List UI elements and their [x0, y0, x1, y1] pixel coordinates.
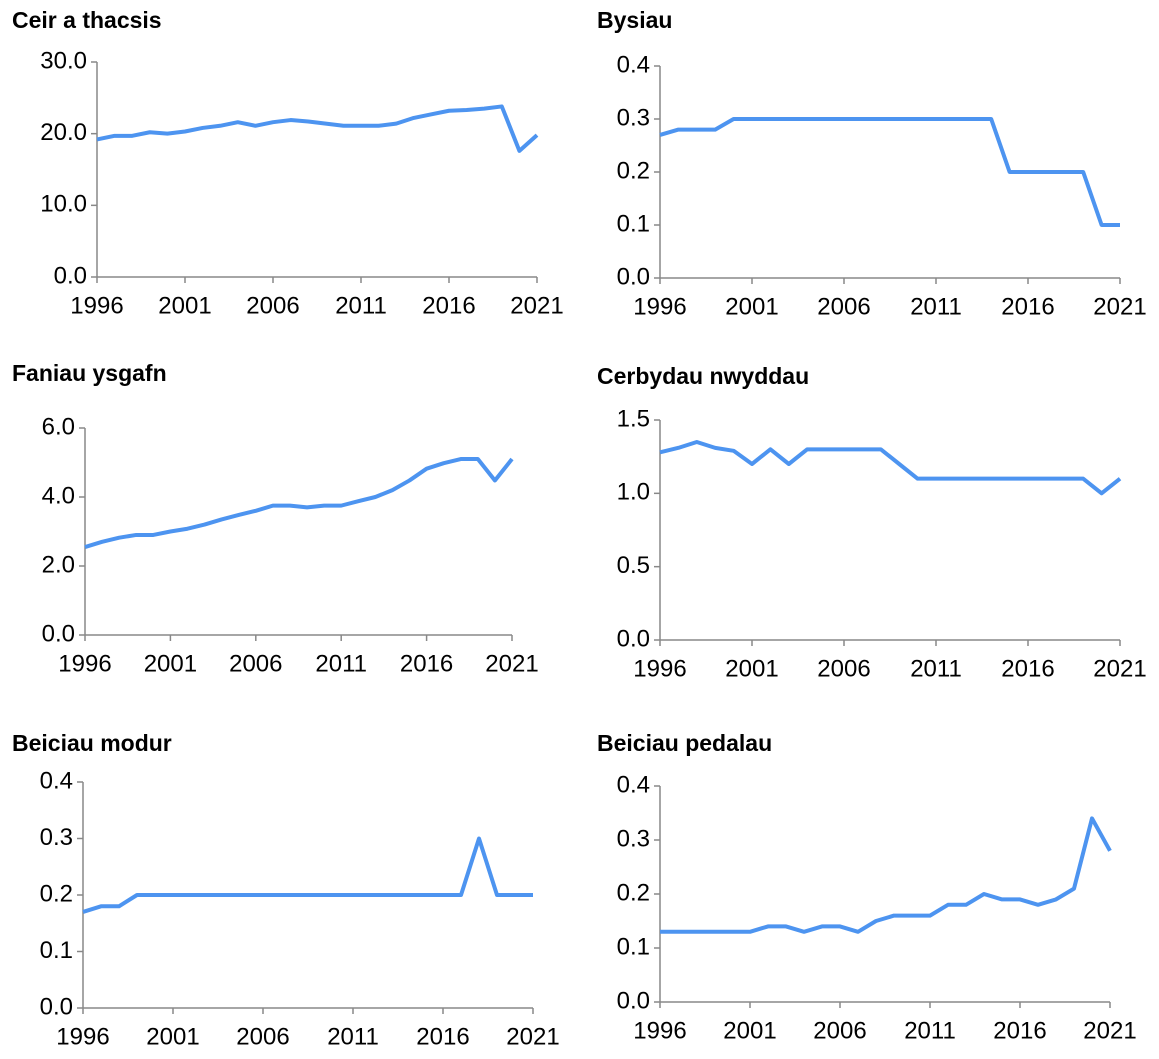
chart-title: Bysiau [597, 7, 672, 33]
y-tick-label: 0.2 [40, 880, 73, 907]
data-line [660, 816, 1112, 934]
x-tick-label: 2021 [1093, 293, 1146, 320]
y-tick-label: 0.0 [54, 262, 87, 289]
x-tick-label: 1996 [58, 650, 111, 677]
x-tick-label: 2001 [725, 655, 778, 682]
chart-title: Ceir a thacsis [12, 7, 162, 33]
y-tick-label: 0.0 [617, 263, 650, 290]
y-tick-label: 0.1 [617, 933, 650, 960]
x-tick-label: 2006 [246, 292, 299, 319]
x-tick-label: 1996 [633, 293, 686, 320]
y-tick-label: 20.0 [40, 119, 87, 146]
x-tick-label: 2016 [416, 1023, 469, 1050]
y-tick-label: 0.2 [617, 157, 650, 184]
x-tick-label: 2011 [910, 655, 962, 682]
data-line [659, 440, 1122, 496]
data-line [84, 457, 514, 549]
y-tick-label: 0.0 [617, 625, 650, 652]
x-tick-label: 2011 [335, 292, 387, 319]
y-tick-label: 0.4 [617, 51, 650, 78]
y-tick-label: 0.4 [40, 767, 73, 794]
y-tick-label: 1.5 [617, 405, 650, 432]
y-tick-label: 0.2 [617, 879, 650, 906]
x-tick-label: 2021 [506, 1023, 559, 1050]
x-tick-label: 2016 [993, 1017, 1046, 1044]
x-tick-label: 1996 [56, 1023, 109, 1050]
x-tick-label: 1996 [633, 655, 686, 682]
data-line [82, 836, 533, 914]
y-tick-label: 0.3 [40, 824, 73, 851]
y-tick-label: 0.1 [617, 210, 650, 237]
data-line [96, 104, 539, 153]
x-tick-label: 2011 [904, 1017, 956, 1044]
x-tick-label: 2011 [910, 293, 962, 320]
y-tick-label: 0.3 [617, 825, 650, 852]
x-tick-label: 2021 [1083, 1017, 1136, 1044]
y-tick-label: 10.0 [40, 191, 87, 218]
y-tick-label: 0.4 [617, 771, 650, 798]
x-tick-label: 2001 [725, 293, 778, 320]
x-tick-label: 2016 [1001, 655, 1054, 682]
chart-title: Beiciau pedalau [597, 730, 772, 756]
chart-title: Beiciau modur [12, 730, 172, 756]
y-tick-label: 0.0 [40, 993, 73, 1020]
y-tick-label: 2.0 [42, 551, 75, 578]
y-tick-label: 0.5 [617, 552, 650, 579]
chart-title: Cerbydau nwyddau [597, 363, 809, 389]
chart-title: Faniau ysgafn [12, 360, 167, 386]
y-tick-label: 30.0 [40, 47, 87, 74]
y-tick-label: 1.0 [617, 479, 650, 506]
x-tick-label: 2021 [1093, 655, 1146, 682]
x-tick-label: 2016 [422, 292, 475, 319]
x-tick-label: 2021 [510, 292, 563, 319]
x-tick-label: 2016 [1001, 293, 1054, 320]
x-tick-label: 2011 [327, 1023, 379, 1050]
x-tick-label: 2001 [144, 650, 197, 677]
x-tick-label: 1996 [633, 1017, 686, 1044]
y-tick-label: 0.3 [617, 104, 650, 131]
y-tick-label: 6.0 [42, 413, 75, 440]
y-tick-label: 4.0 [42, 482, 75, 509]
x-tick-label: 2011 [315, 650, 367, 677]
x-tick-label: 2006 [236, 1023, 289, 1050]
y-tick-label: 0.1 [40, 937, 73, 964]
data-line [659, 117, 1120, 227]
x-tick-label: 2021 [485, 650, 538, 677]
x-tick-label: 2006 [817, 293, 870, 320]
x-tick-label: 2001 [158, 292, 211, 319]
y-tick-label: 0.0 [42, 620, 75, 647]
y-tick-label: 0.0 [617, 987, 650, 1014]
x-tick-label: 1996 [70, 292, 123, 319]
x-tick-label: 2016 [400, 650, 453, 677]
x-tick-label: 2001 [146, 1023, 199, 1050]
x-tick-label: 2006 [813, 1017, 866, 1044]
x-tick-label: 2001 [723, 1017, 776, 1044]
x-tick-label: 2006 [817, 655, 870, 682]
x-tick-label: 2006 [229, 650, 282, 677]
